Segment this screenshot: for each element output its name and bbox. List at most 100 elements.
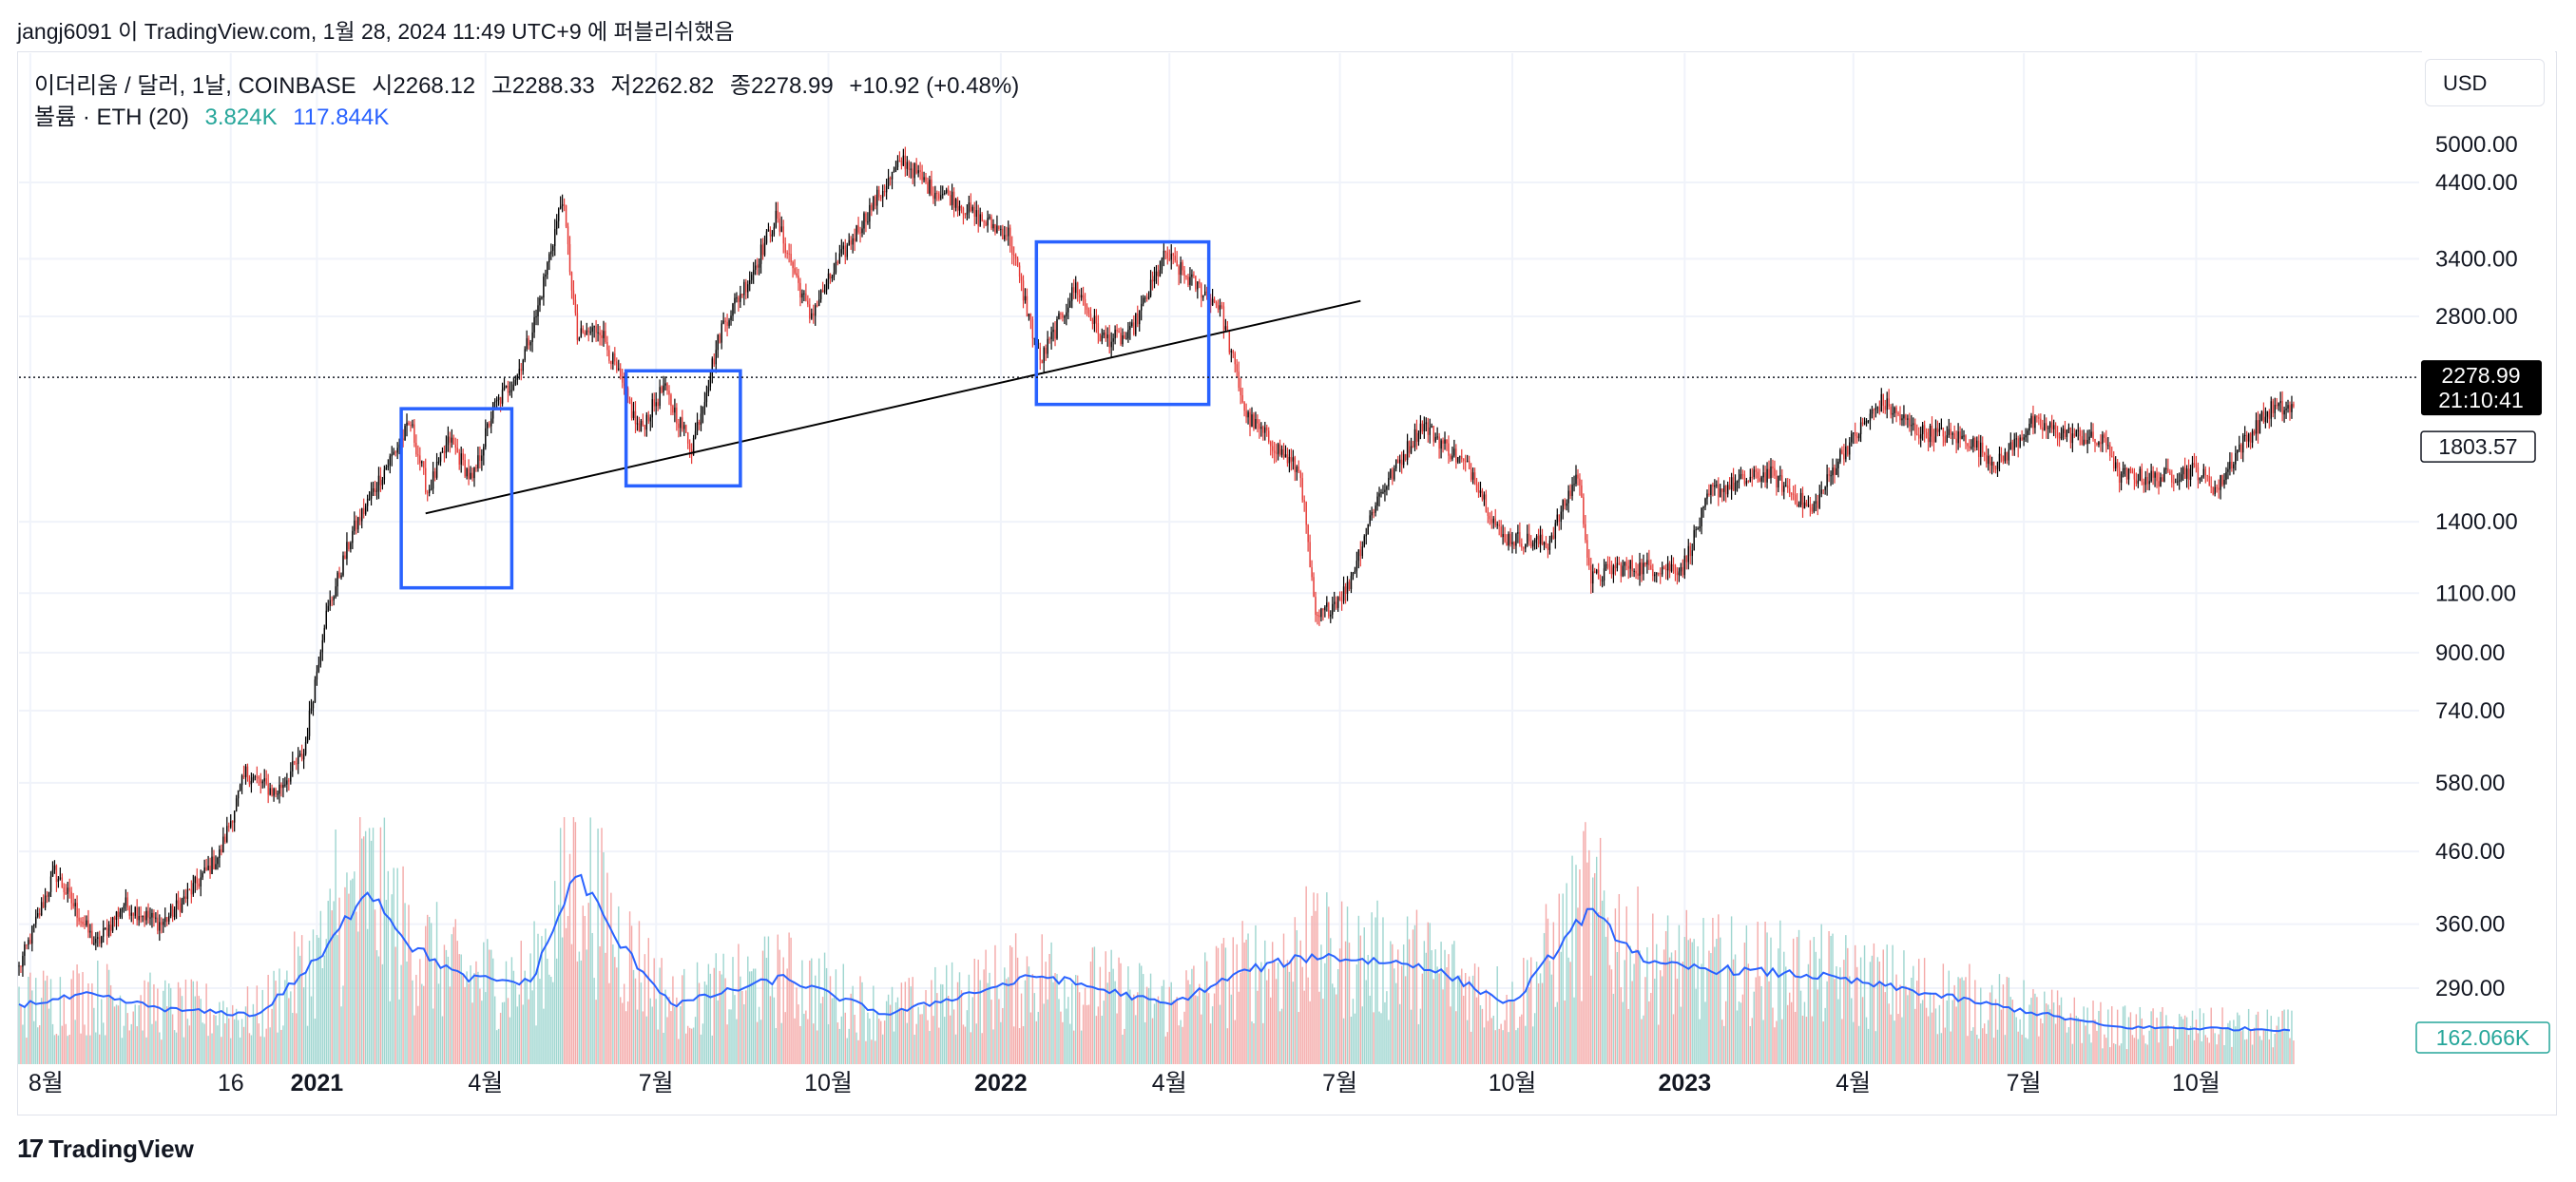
currency-button[interactable]: USD: [2425, 59, 2545, 106]
volume-bar: [271, 1008, 273, 1064]
candle-body: [211, 856, 213, 874]
volume-bar: [1209, 1023, 1212, 1064]
volume-bar: [1334, 987, 1336, 1064]
candle-body: [1020, 276, 1023, 281]
volume-bar: [1718, 914, 1720, 1064]
volume-bar: [2042, 1023, 2044, 1064]
candle-body: [2206, 475, 2208, 477]
volume-bar: [512, 970, 515, 1064]
volume-bar: [26, 1038, 28, 1064]
candle-body: [273, 789, 275, 796]
candle-body: [1622, 565, 1624, 577]
volume-bar: [1157, 996, 1160, 1064]
volume-bar: [1708, 950, 1710, 1064]
tradingview-footer[interactable]: 17 TradingView: [17, 1134, 194, 1164]
candle-body: [1564, 500, 1566, 506]
volume-bar: [1601, 900, 1604, 1064]
candle-body: [759, 244, 762, 264]
candle-body: [55, 865, 58, 883]
volume-bar: [84, 1024, 86, 1064]
candle-body: [1127, 330, 1129, 339]
candle-body: [1159, 269, 1162, 277]
volume-bar: [1018, 1028, 1021, 1064]
volume-bar: [449, 986, 452, 1064]
volume-bar: [956, 982, 959, 1064]
volume-bar: [1588, 849, 1590, 1064]
volume-bar: [1298, 1012, 1299, 1064]
y-tick-label: 3400.00: [2435, 246, 2518, 272]
candle-body: [601, 334, 603, 338]
candle-body: [1541, 534, 1544, 545]
candle-body: [1772, 466, 1774, 468]
volume-bar: [1373, 1012, 1375, 1064]
candle-body: [1338, 597, 1341, 601]
candle-body: [2120, 473, 2123, 483]
volume-bar: [381, 963, 384, 1064]
candle-body: [1678, 571, 1681, 576]
volume-bar: [1994, 999, 1997, 1064]
volume-bar: [1249, 967, 1251, 1064]
volume-bar: [906, 1022, 909, 1064]
volume-bar: [1957, 977, 1959, 1064]
volume-bar: [612, 944, 614, 1064]
candle-body: [1211, 298, 1214, 306]
volume-bar: [805, 1010, 807, 1064]
volume-bar: [68, 1034, 70, 1064]
volume-bar: [2133, 1038, 2136, 1064]
candle-body: [2090, 431, 2092, 437]
volume-bar: [1180, 1020, 1182, 1064]
candle-body: [493, 401, 496, 403]
candle-body: [1363, 536, 1365, 547]
volume-bar: [1164, 1036, 1167, 1064]
candle-body: [996, 225, 998, 233]
volume-bar: [724, 978, 726, 1064]
price-badge-countdown: 21:10:41: [2438, 388, 2524, 412]
candle-body: [1548, 540, 1551, 550]
candle-body: [732, 303, 734, 316]
candle-body: [1408, 441, 1411, 453]
candle-body: [992, 223, 994, 229]
volume-bar: [1413, 925, 1416, 1064]
volume-bar: [863, 1004, 865, 1064]
volume-bar: [2040, 1018, 2042, 1064]
candle-body: [589, 332, 591, 334]
volume-bar: [1241, 921, 1243, 1064]
candle-body: [76, 903, 78, 918]
volume-bar: [1664, 931, 1667, 1064]
volume-bar: [1525, 1025, 1527, 1064]
volume-bar: [719, 970, 721, 1064]
volume-bar: [1253, 1023, 1255, 1064]
candle-body: [782, 226, 784, 244]
volume-bar: [2193, 1039, 2196, 1064]
volume-bar: [809, 960, 811, 1064]
volume-bar: [979, 980, 981, 1064]
volume-bar: [370, 840, 373, 1064]
candle-body: [1571, 485, 1573, 496]
volume-bar: [861, 982, 863, 1064]
volume-bar: [207, 1036, 209, 1064]
candle-body: [1432, 426, 1434, 442]
candle-body: [121, 908, 124, 912]
candle-body: [1826, 474, 1828, 487]
candle-body: [1648, 560, 1650, 566]
volume-bar: [2129, 1012, 2132, 1064]
volume-bar: [694, 1017, 697, 1064]
volume-bar: [2094, 1020, 2096, 1064]
candle-body: [932, 195, 934, 200]
candle-body: [2077, 429, 2079, 431]
volume-bar: [608, 982, 610, 1064]
candle-body: [1644, 562, 1646, 565]
volume-bar: [1058, 999, 1060, 1064]
volume-bar: [1882, 949, 1884, 1064]
volume-bar: [1207, 993, 1210, 1064]
candle-body: [713, 358, 715, 365]
volume-bar: [164, 980, 166, 1064]
candle-body: [550, 251, 552, 255]
volume-bar: [1490, 1018, 1493, 1064]
volume-bar: [1845, 935, 1847, 1064]
volume-bar: [510, 957, 513, 1064]
volume-bar: [636, 1009, 639, 1064]
volume-bar: [1575, 865, 1577, 1064]
candle-body: [676, 407, 678, 424]
